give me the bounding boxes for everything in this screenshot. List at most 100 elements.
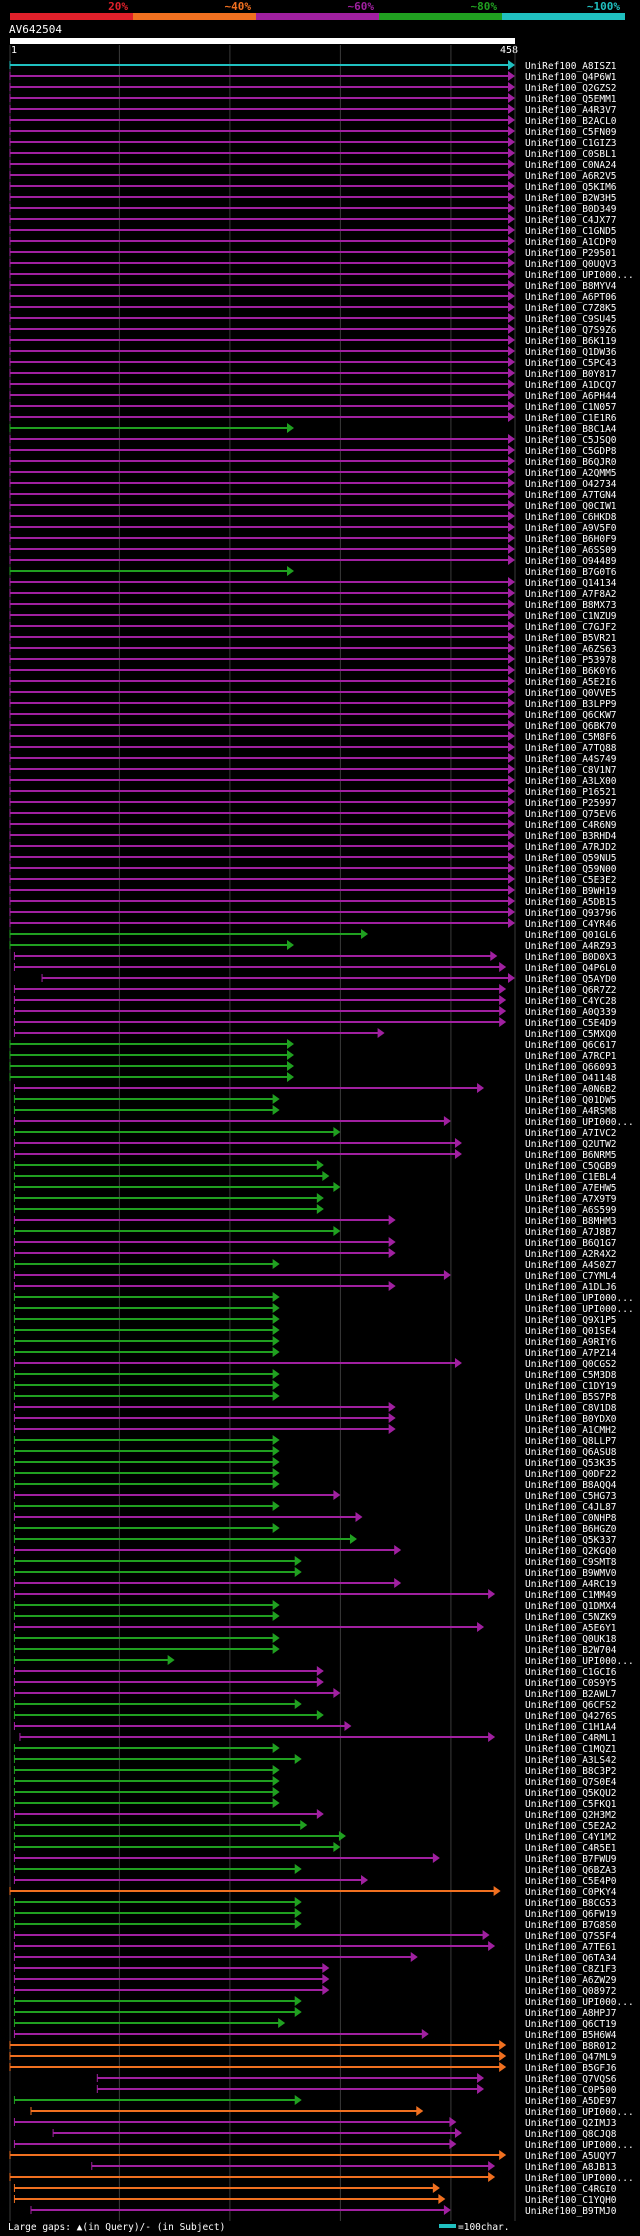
hit-label: UniRef100_Q47ML9 xyxy=(525,2052,617,2063)
hit-label: UniRef100_C8V1D8 xyxy=(525,1403,617,1414)
hit-arrow-head xyxy=(294,2095,302,2105)
hit-arrow-head xyxy=(344,1721,352,1731)
hit-label: UniRef100_C0NHP8 xyxy=(525,1513,617,1524)
hit-arrow-head xyxy=(272,1611,280,1621)
hit-label: UniRef100_A4S749 xyxy=(525,754,617,765)
hit-label: UniRef100_C8Z1F3 xyxy=(525,1964,617,1975)
hit-arrow-head xyxy=(508,357,515,367)
hit-label: UniRef100_UPI000... xyxy=(525,2107,634,2118)
hit-arrow-head xyxy=(499,2040,507,2050)
hit-label: UniRef100_UPI000... xyxy=(525,2140,634,2151)
hit-label: UniRef100_A6PT06 xyxy=(525,292,617,303)
hit-label: UniRef100_B6K119 xyxy=(525,336,617,347)
hit-arrow-head xyxy=(488,1732,496,1742)
hit-arrow-head xyxy=(272,1314,280,1324)
hit-arrow-head xyxy=(488,1941,496,1951)
hit-arrow-head xyxy=(316,1666,324,1676)
hit-arrow-head xyxy=(508,379,515,389)
hit-label: UniRef100_Q7S0E4 xyxy=(525,1777,617,1788)
axis-start-label: 1 xyxy=(11,45,17,56)
hit-arrow-head xyxy=(508,478,515,488)
hit-arrow-head xyxy=(454,1358,462,1368)
legend-gaps-text: Large gaps: ▲(in Query)/- (in Subject) xyxy=(8,2222,225,2233)
hit-label: UniRef100_C7YML4 xyxy=(525,1271,617,1282)
hit-label: UniRef100_B6QJR0 xyxy=(525,457,617,468)
hit-label: UniRef100_Q8LLP7 xyxy=(525,1436,617,1447)
hit-label: UniRef100_A2QMM5 xyxy=(525,468,617,479)
hit-label: UniRef100_B6H0F9 xyxy=(525,534,617,545)
hit-label: UniRef100_C1E1R6 xyxy=(525,413,617,424)
hit-arrow-head xyxy=(508,203,515,213)
hit-label: UniRef100_A6ZW29 xyxy=(525,1975,617,1986)
axis-end-label: 458 xyxy=(500,45,518,56)
hit-label: UniRef100_Q6CT19 xyxy=(525,2019,617,2030)
hit-label: UniRef100_C4JL87 xyxy=(525,1502,617,1513)
hit-arrow-head xyxy=(508,555,515,565)
hit-label: UniRef100_Q75EV6 xyxy=(525,809,617,820)
hit-arrow-head xyxy=(294,1908,302,1918)
hit-arrow-head xyxy=(322,1985,330,1995)
hit-label: UniRef100_B8MYV4 xyxy=(525,281,617,292)
hit-arrow-head xyxy=(294,1699,302,1709)
hit-label: UniRef100_B8AQQ4 xyxy=(525,1480,617,1491)
hit-arrow-head xyxy=(316,1677,324,1687)
hit-label: UniRef100_A1DLJ6 xyxy=(525,1282,617,1293)
hit-arrow-head xyxy=(508,225,515,235)
hit-label: UniRef100_Q1DMX4 xyxy=(525,1601,617,1612)
hit-label: UniRef100_O41148 xyxy=(525,1073,617,1084)
hit-arrow-head xyxy=(316,1809,324,1819)
hit-label: UniRef100_A6ZS63 xyxy=(525,644,617,655)
hit-arrow-head xyxy=(508,280,515,290)
hit-arrow-head xyxy=(272,1798,280,1808)
hit-arrow-head xyxy=(272,1336,280,1346)
hit-arrow-head xyxy=(432,2183,440,2193)
hit-label: UniRef100_C5HG73 xyxy=(525,1491,617,1502)
hit-label: UniRef100_Q6R7Z2 xyxy=(525,985,617,996)
hit-arrow-head xyxy=(394,1545,402,1555)
hit-label: UniRef100_B7G8S0 xyxy=(525,1920,617,1931)
hit-label: UniRef100_C1GIZ3 xyxy=(525,138,617,149)
hit-label: UniRef100_C5M3D8 xyxy=(525,1370,617,1381)
hit-arrow-head xyxy=(272,1457,280,1467)
hit-arrow-head xyxy=(482,1930,490,1940)
hit-label: UniRef100_A9V5F0 xyxy=(525,523,617,534)
hit-arrow-head xyxy=(286,566,294,576)
hit-arrow-head xyxy=(508,830,515,840)
hit-arrow-head xyxy=(508,192,515,202)
hit-label: UniRef100_Q6FW19 xyxy=(525,1909,617,1920)
identity-scale-segment xyxy=(256,13,379,20)
hit-label: UniRef100_Q01DW5 xyxy=(525,1095,617,1106)
hit-arrow-head xyxy=(286,1039,294,1049)
hit-label: UniRef100_Q01SE4 xyxy=(525,1326,617,1337)
hit-arrow-head xyxy=(508,687,515,697)
hit-arrow-head xyxy=(272,1644,280,1654)
hit-label: UniRef100_UPI000... xyxy=(525,1997,634,2008)
hit-arrow-head xyxy=(488,1589,496,1599)
hit-label: UniRef100_C1MM49 xyxy=(525,1590,617,1601)
hit-arrow-head xyxy=(394,1578,402,1588)
hit-arrow-head xyxy=(388,1215,396,1225)
hit-label: UniRef100_C5NZK9 xyxy=(525,1612,617,1623)
hit-label: UniRef100_C6HKD8 xyxy=(525,512,617,523)
hit-label: UniRef100_Q93796 xyxy=(525,908,617,919)
hit-label: UniRef100_C1EBL4 xyxy=(525,1172,617,1183)
hit-label: UniRef100_B0D349 xyxy=(525,204,617,215)
hit-arrow-head xyxy=(508,819,515,829)
hit-arrow-head xyxy=(508,973,515,983)
hit-arrow-head xyxy=(508,170,515,180)
hit-arrow-head xyxy=(508,93,515,103)
hit-label: UniRef100_Q5KIM6 xyxy=(525,182,617,193)
hit-label: UniRef100_UPI000... xyxy=(525,2173,634,2184)
hit-arrow-head xyxy=(508,852,515,862)
hit-arrow-head xyxy=(508,115,515,125)
hit-label: UniRef100_Q4P6W1 xyxy=(525,72,617,83)
hit-label: UniRef100_Q53K35 xyxy=(525,1458,617,1469)
hit-arrow-head xyxy=(294,1897,302,1907)
hit-arrow-head xyxy=(508,159,515,169)
hit-arrow-head xyxy=(338,1831,346,1841)
hit-arrow-head xyxy=(272,1600,280,1610)
hit-label: UniRef100_Q0UK18 xyxy=(525,1634,617,1645)
hit-label: UniRef100_A7PZ14 xyxy=(525,1348,617,1359)
hit-label: UniRef100_Q7S5F4 xyxy=(525,1931,617,1942)
